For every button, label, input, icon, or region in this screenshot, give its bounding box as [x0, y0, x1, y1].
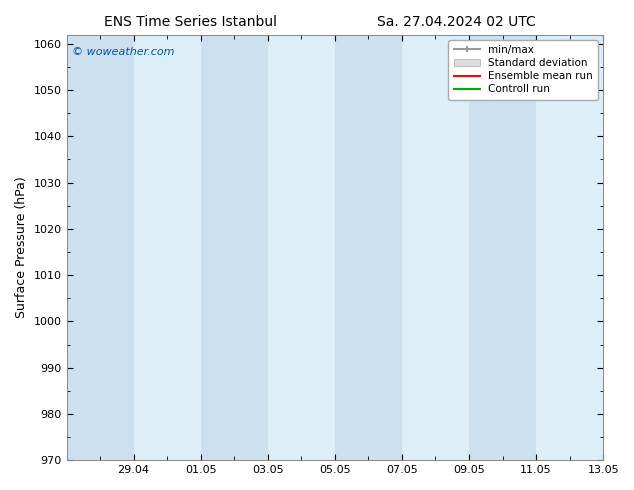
Bar [67, 35, 134, 460]
Text: Sa. 27.04.2024 02 UTC: Sa. 27.04.2024 02 UTC [377, 15, 536, 29]
Text: ENS Time Series Istanbul: ENS Time Series Istanbul [104, 15, 276, 29]
Text: © woweather.com: © woweather.com [72, 48, 174, 57]
Bar [335, 35, 402, 460]
Bar [201, 35, 268, 460]
Legend: min/max, Standard deviation, Ensemble mean run, Controll run: min/max, Standard deviation, Ensemble me… [448, 40, 598, 99]
Y-axis label: Surface Pressure (hPa): Surface Pressure (hPa) [15, 176, 28, 318]
Bar [469, 35, 536, 460]
